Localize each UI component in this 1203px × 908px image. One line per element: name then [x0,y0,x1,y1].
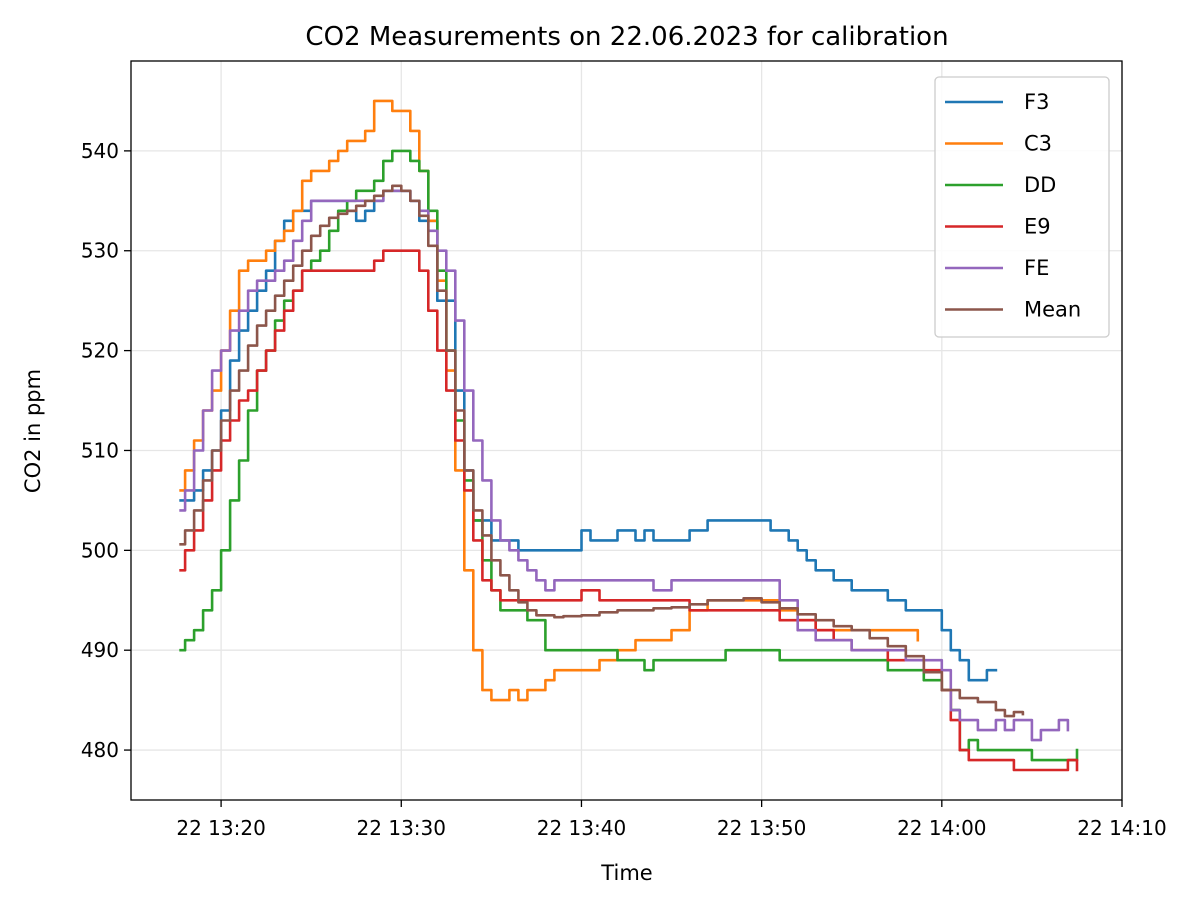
gridlines [131,61,1123,800]
plot-area-frame [130,60,1123,801]
y-tick-label: 540 [81,139,119,163]
legend-label-c3: C3 [1024,132,1052,156]
y-tick-label: 520 [81,339,119,363]
y-axis-label: CO2 in ppm [21,369,45,493]
x-tick-label: 22 13:30 [357,816,446,840]
x-tick-label: 22 14:10 [1077,816,1166,840]
legend-label-fe: FE [1024,256,1049,280]
x-axis-ticks: 22 13:20 22 13:30 22 13:40 22 13:50 22 14:00… [176,800,1167,840]
y-tick-label: 490 [81,638,119,662]
y-tick-label: 530 [81,239,119,263]
y-tick-label: 500 [81,538,119,562]
legend-label-mean: Mean [1024,298,1081,322]
series-line-mean [179,184,1025,718]
x-tick-label: 22 14:00 [897,816,986,840]
y-axis-ticks: 480 490 500 510 520 530 540 [81,139,131,762]
legend-box [934,76,1110,338]
y-tick-label: 480 [81,738,119,762]
legend-label-f3: F3 [1024,90,1049,114]
series-lines [179,99,1079,772]
x-axis-label: Time [600,861,652,885]
chart-title: CO2 Measurements on 22.06.2023 for calib… [305,22,948,52]
legend-label-dd: DD [1024,173,1056,197]
series-line-fe [179,189,1070,742]
y-tick-label: 510 [81,438,119,462]
x-tick-label: 22 13:40 [537,816,626,840]
legend: F3 C3 DD E9 FE Mean [934,76,1110,338]
series-line-f3 [179,189,998,682]
x-tick-label: 22 13:50 [717,816,806,840]
legend-label-e9: E9 [1024,215,1051,239]
x-tick-label: 22 13:20 [176,816,265,840]
